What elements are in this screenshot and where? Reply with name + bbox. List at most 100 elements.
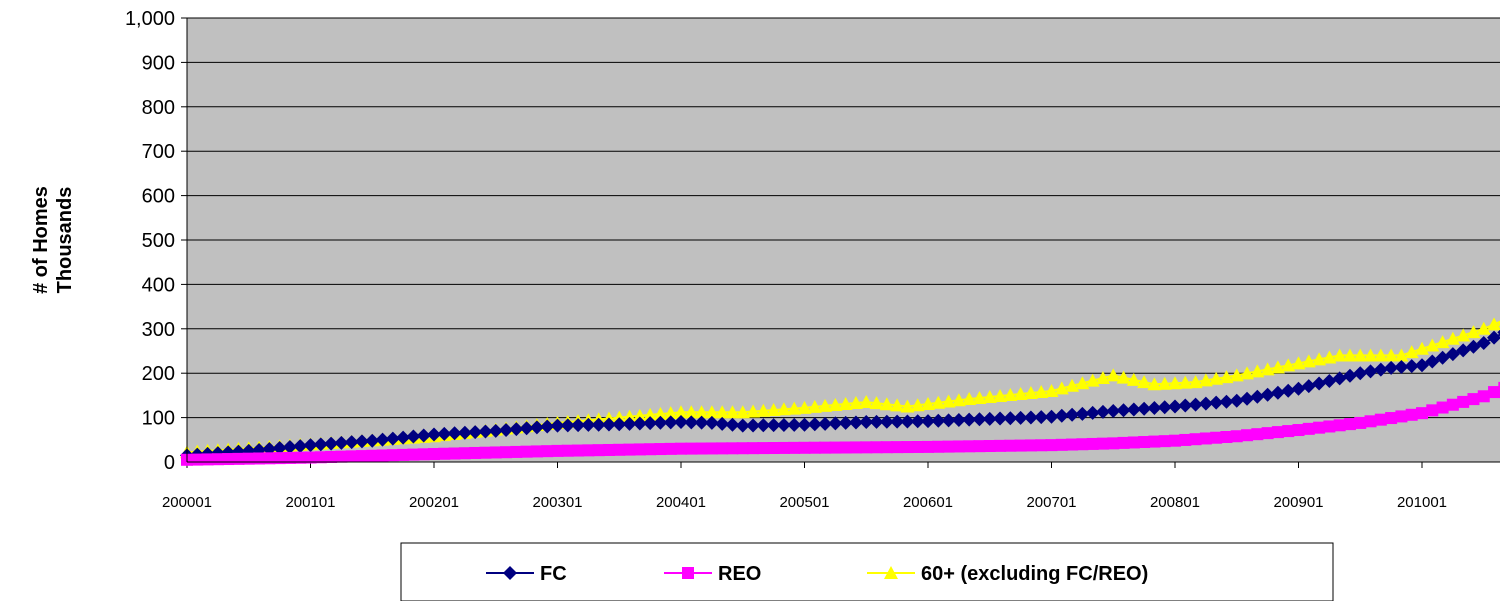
data-point (344, 435, 359, 450)
data-point (201, 453, 214, 466)
data-point (757, 442, 770, 455)
legend-item: REO (664, 563, 761, 585)
data-point (787, 417, 802, 432)
data-point (1425, 338, 1440, 352)
data-point (1126, 372, 1141, 386)
data-point (1373, 348, 1388, 362)
data-point (437, 426, 452, 441)
data-point (1416, 407, 1428, 420)
data-point (910, 398, 925, 412)
data-point (282, 440, 297, 455)
data-point (499, 423, 514, 438)
data-point (1044, 409, 1059, 424)
x-tick-label: 200701 (1026, 494, 1076, 511)
data-point (839, 441, 852, 454)
data-point (1497, 329, 1500, 336)
data-point (1076, 438, 1089, 451)
data-point (879, 397, 894, 411)
data-point (376, 449, 389, 462)
data-point (736, 442, 749, 455)
x-tick-label: 200201 (409, 494, 459, 511)
data-point (1476, 336, 1491, 351)
data-point (911, 440, 924, 453)
data-point (1487, 330, 1500, 345)
data-point (1178, 398, 1193, 413)
data-point (406, 429, 421, 444)
data-point (1445, 331, 1460, 345)
data-point (1487, 317, 1500, 331)
data-point (819, 441, 832, 454)
data-point (541, 445, 554, 458)
data-point (242, 452, 255, 465)
data-point (1240, 391, 1255, 406)
data-point (263, 452, 276, 465)
y-tick-label: 300 (142, 319, 175, 341)
data-point (582, 444, 595, 457)
y-tick-label: 700 (142, 141, 175, 163)
data-point (1147, 377, 1162, 391)
data-point (921, 414, 935, 429)
data-point (530, 445, 543, 458)
series-1 (181, 381, 1500, 466)
data-point (1301, 354, 1316, 368)
data-point (767, 442, 780, 455)
data-point (910, 414, 925, 429)
legend-marker (503, 566, 517, 580)
data-point (1023, 410, 1038, 425)
data-point (1065, 378, 1080, 392)
data-point (675, 442, 687, 455)
data-point (612, 417, 627, 432)
data-point (664, 442, 677, 455)
data-point (756, 418, 771, 433)
data-point (1373, 362, 1388, 377)
y-tick-label: 200 (142, 363, 175, 385)
data-point (1343, 418, 1356, 431)
data-point (663, 415, 678, 430)
data-point (366, 449, 379, 462)
data-point (1220, 430, 1233, 443)
legend-label: 60+ (excluding FC/REO) (921, 563, 1148, 585)
x-tick-label: 200301 (532, 494, 582, 511)
data-point (715, 405, 730, 419)
data-point (653, 407, 668, 421)
data-point (869, 414, 884, 429)
legend-marker (682, 567, 694, 579)
data-point (880, 441, 893, 454)
data-point (870, 441, 883, 454)
data-point (704, 415, 719, 430)
data-point (1457, 395, 1470, 408)
series-lines (180, 317, 1500, 466)
legend-marker (884, 566, 898, 579)
data-point (1127, 436, 1140, 449)
data-point (747, 442, 760, 455)
data-point (994, 439, 1007, 452)
data-point (1004, 439, 1017, 452)
data-point (694, 405, 709, 419)
x-tick-label: 200801 (1150, 494, 1200, 511)
data-point (1116, 370, 1131, 384)
data-point (1034, 410, 1049, 425)
data-point (428, 448, 440, 461)
data-point (725, 405, 740, 419)
data-point (1332, 371, 1347, 386)
data-point (613, 443, 626, 456)
data-point (1013, 386, 1028, 400)
legend-item: 60+ (excluding FC/REO) (867, 563, 1148, 585)
data-point (674, 415, 688, 430)
data-point (808, 441, 821, 454)
data-point (941, 413, 956, 428)
data-point (1209, 395, 1224, 410)
data-point (643, 407, 658, 421)
data-point (1189, 433, 1202, 446)
data-point (1270, 385, 1285, 400)
data-point (653, 415, 668, 430)
data-point (1169, 434, 1181, 447)
data-point (900, 414, 915, 429)
data-point (1395, 410, 1408, 423)
data-point (1106, 368, 1121, 382)
data-point (1085, 373, 1100, 387)
data-point (838, 396, 853, 410)
data-point (540, 419, 555, 434)
data-point (982, 389, 997, 403)
data-point (1188, 375, 1203, 389)
